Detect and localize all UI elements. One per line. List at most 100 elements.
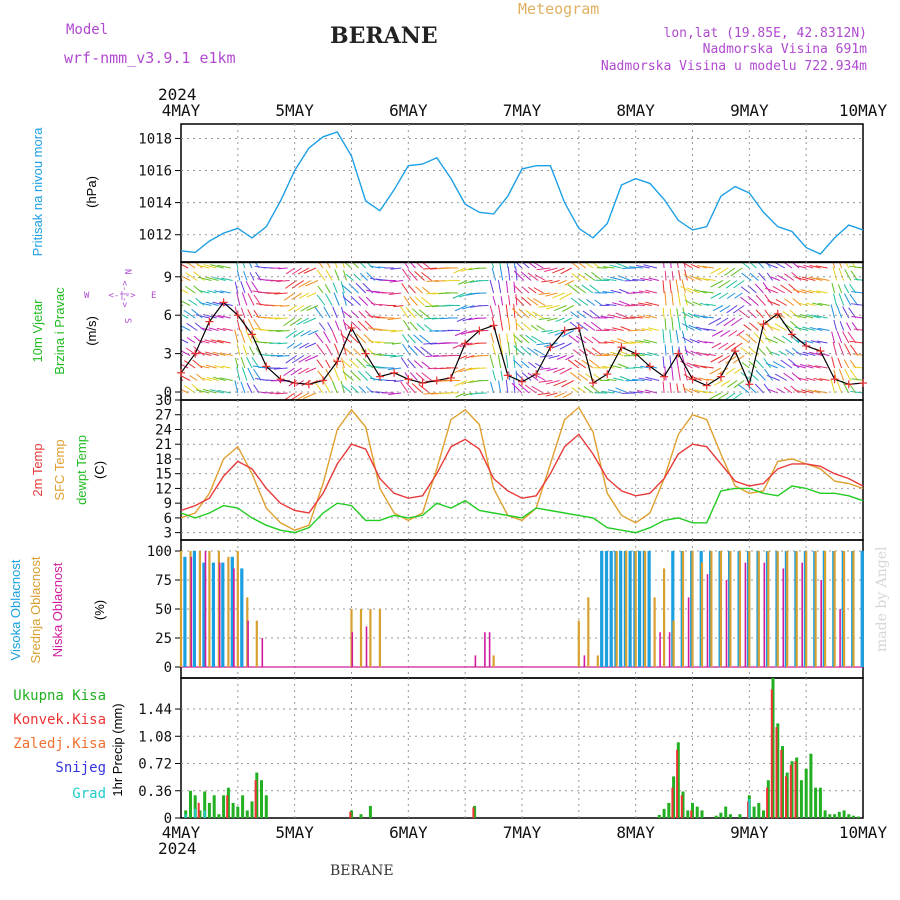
wind-barb [807, 364, 821, 369]
compass-v-arrow: <-|-> [119, 280, 129, 308]
wind-barb [304, 355, 319, 362]
wind-barb [298, 292, 310, 299]
wind-y-ticks: 0 3 6 9 [164, 270, 181, 401]
day-label-top: 8MAY [616, 101, 655, 120]
cloud-mid-bar [577, 620, 580, 667]
wind-barb [181, 363, 189, 369]
wind-barb [832, 262, 836, 269]
wind-barb [776, 388, 786, 394]
wind-barb [843, 359, 850, 369]
wind-barb [571, 273, 582, 281]
wind-barb [726, 305, 738, 314]
wind-barb [692, 301, 702, 306]
wind-barb [331, 330, 338, 344]
wind-barb [583, 336, 594, 344]
wind-barb [693, 289, 707, 294]
wind-barb [401, 283, 409, 294]
wind-barb [519, 334, 530, 344]
wind-barb [342, 291, 347, 306]
compass-e: E [151, 291, 156, 301]
wind-barb [350, 321, 361, 331]
wind-barb [643, 264, 658, 269]
wind-barb [671, 366, 674, 381]
wind-barb [631, 378, 645, 381]
wind-barb [846, 322, 852, 331]
precip-total-bar [193, 795, 197, 818]
wind-barb [413, 334, 423, 344]
precip-total-bar [662, 808, 666, 818]
wind-barb [838, 293, 845, 306]
wind-barb [606, 378, 617, 381]
wind-barb [325, 368, 333, 381]
wind-barb [455, 392, 466, 398]
wind-barb [640, 277, 652, 281]
wind-barb [773, 336, 786, 344]
wind-barb [801, 276, 816, 281]
precip-panel: 0 0.36 0.72 1.08 1.44 1hr Precip (mm) Ukupna… [13, 677, 864, 827]
precip-conv-bar [680, 795, 683, 818]
wind-barb [452, 292, 466, 299]
wind-barb [528, 286, 537, 294]
wind-barb [421, 361, 430, 369]
wind-barb [796, 352, 809, 356]
wind-barb [781, 335, 793, 344]
wind-barb [836, 305, 843, 319]
wind-barb [629, 341, 643, 344]
wind-barb [832, 267, 838, 281]
credit-watermark: made by Angel [874, 546, 890, 652]
wind-barb [837, 357, 843, 369]
wind-barb [605, 303, 617, 306]
cloud-mid-bar [198, 551, 201, 667]
wind-barb [426, 292, 437, 295]
wind-barb [427, 367, 437, 370]
wind-barb [323, 306, 331, 319]
wind-barb [604, 341, 615, 344]
wind-barb [718, 280, 731, 289]
cloud-mid-bar [786, 551, 789, 667]
wind-barb [414, 296, 425, 306]
wind-barb [690, 350, 702, 356]
precip-grad-bar [748, 799, 751, 818]
wind-barb [393, 380, 404, 383]
wind-barb [253, 319, 262, 331]
wind-barb [764, 294, 774, 306]
precip-conv-bar [794, 761, 797, 818]
wind-barb [629, 316, 643, 319]
wind-barb [332, 306, 338, 319]
wind-barb [513, 359, 523, 369]
wind-barb [720, 330, 731, 338]
wind-barb [497, 280, 502, 294]
wind-barb [555, 317, 565, 323]
wind-barb [632, 278, 645, 281]
wind-barb [808, 289, 821, 294]
wind-barb [389, 280, 404, 283]
wind-barb [617, 338, 629, 344]
wind-barb [788, 283, 800, 294]
wind-barb [283, 317, 295, 327]
wind-barb [411, 383, 423, 394]
precip-total-bar [785, 772, 789, 818]
wind-barb [195, 389, 210, 394]
wind-barb [409, 262, 416, 269]
wind-barb [843, 284, 850, 294]
wind-barb [588, 359, 601, 369]
wind-barb [708, 317, 722, 326]
y-tick-label: 25 [155, 631, 172, 647]
precip-conv-bar [676, 749, 679, 818]
wind-barb [342, 371, 354, 381]
wind-barb [185, 272, 198, 281]
wind-barb [616, 262, 629, 269]
wind-barb [645, 289, 658, 294]
wind-barb [426, 280, 439, 282]
wind-barb [537, 392, 551, 396]
wind-barb [851, 315, 863, 319]
wind-barb [780, 359, 793, 369]
wind-barb [368, 340, 381, 344]
wind-barb [181, 263, 189, 269]
wind-barb [815, 265, 828, 269]
wind-barb [808, 276, 823, 281]
cloud-high-bar [609, 551, 613, 667]
wind-barb [755, 369, 766, 381]
wind-barb [669, 382, 672, 394]
wind-barb [602, 278, 617, 281]
